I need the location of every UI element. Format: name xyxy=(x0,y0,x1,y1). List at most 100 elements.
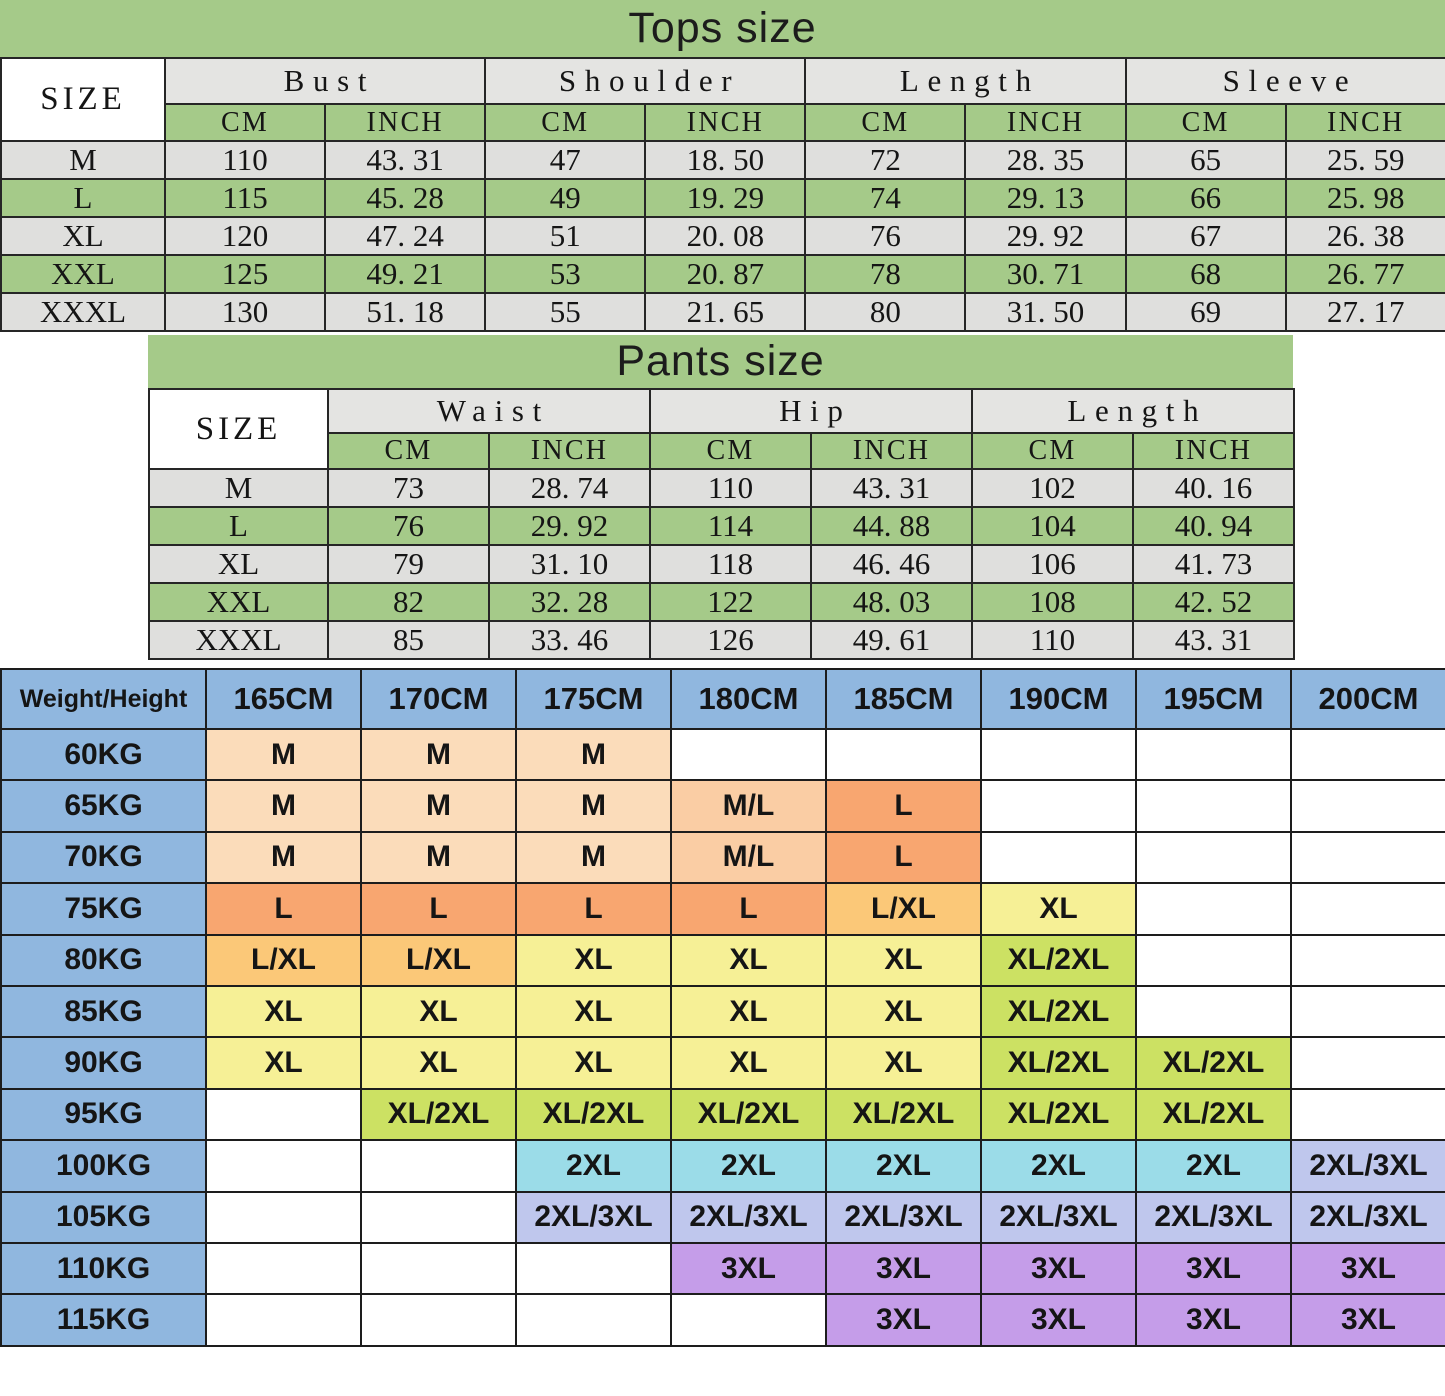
matrix-size-cell: XL xyxy=(980,882,1137,936)
matrix-weight-label: 75KG xyxy=(0,882,207,936)
matrix-size-cell: 3XL xyxy=(980,1241,1137,1296)
matrix-size-cell: XL xyxy=(670,933,827,987)
matrix-size-cell: M xyxy=(515,830,672,885)
pants-value-cell: 118 xyxy=(649,544,812,584)
matrix-empty-cell xyxy=(1290,779,1445,833)
tops-value-cell: 29. 13 xyxy=(964,178,1127,218)
matrix-weight-label: 85KG xyxy=(0,984,207,1039)
tops-value-cell: 29. 92 xyxy=(964,216,1127,256)
pants-unit-header: CM xyxy=(649,432,812,470)
matrix-size-cell: 3XL xyxy=(670,1241,827,1296)
pants-value-cell: 106 xyxy=(971,544,1134,584)
pants-size-table: SIZE Waist Hip Length CM INCH CM INCH CM INCH M 73 2… xyxy=(148,388,1295,660)
matrix-size-cell: L/XL xyxy=(205,933,362,987)
tops-value-cell: 115 xyxy=(163,178,327,218)
matrix-size-cell: L xyxy=(825,779,982,833)
tops-value-cell: 43. 31 xyxy=(324,140,487,180)
pants-value-cell: 76 xyxy=(327,506,490,546)
tops-value-cell: 49. 21 xyxy=(324,254,487,294)
pants-value-cell: 126 xyxy=(649,620,812,660)
matrix-size-cell: 2XL/3XL xyxy=(825,1190,982,1244)
matrix-size-cell: XL/2XL xyxy=(825,1087,982,1142)
matrix-weight-label: 105KG xyxy=(0,1190,207,1244)
matrix-size-cell: XL xyxy=(515,984,672,1039)
matrix-weight-label: 115KG xyxy=(0,1293,207,1347)
tops-unit-header: CM xyxy=(163,103,327,142)
pants-value-cell: 79 xyxy=(327,544,490,584)
matrix-empty-cell xyxy=(1135,727,1292,782)
matrix-empty-cell xyxy=(360,1139,517,1193)
matrix-size-cell: 2XL/3XL xyxy=(670,1190,827,1244)
pants-value-cell: 28. 74 xyxy=(488,468,651,508)
tops-value-cell: 18. 50 xyxy=(644,140,807,180)
tops-row-size-label: L xyxy=(0,178,166,218)
pants-row-size-label: XL xyxy=(148,544,329,584)
matrix-empty-cell xyxy=(1290,1036,1445,1090)
matrix-height-header: 175CM xyxy=(515,668,672,730)
tops-value-cell: 49 xyxy=(484,178,647,218)
tops-data-row: M 110 43. 31 47 18. 50 72 28. 35 65 25. 59 xyxy=(0,140,1445,180)
matrix-empty-cell xyxy=(1135,830,1292,885)
pants-value-cell: 44. 88 xyxy=(810,506,973,546)
tops-value-cell: 51. 18 xyxy=(324,292,487,332)
matrix-size-cell: 2XL/3XL xyxy=(1290,1190,1445,1244)
matrix-size-cell: XL/2XL xyxy=(980,1036,1137,1090)
matrix-size-cell: L/XL xyxy=(825,882,982,936)
pants-value-cell: 46. 46 xyxy=(810,544,973,584)
tops-data-row: XXXL 130 51. 18 55 21. 65 80 31. 50 69 27. 17 xyxy=(0,292,1445,332)
matrix-empty-cell xyxy=(205,1139,362,1193)
matrix-size-cell: M xyxy=(360,727,517,782)
matrix-row: 110KG 3XL 3XL 3XL 3XL 3XL xyxy=(0,1241,1445,1296)
pants-header-row: SIZE Waist Hip Length xyxy=(148,388,1295,470)
matrix-row: 90KG XL XL XL XL XL XL/2XL XL/2XL xyxy=(0,1036,1445,1090)
matrix-empty-cell xyxy=(1135,984,1292,1039)
pants-value-cell: 31. 10 xyxy=(488,544,651,584)
tops-data-row: L 115 45. 28 49 19. 29 74 29. 13 66 25. 98 xyxy=(0,178,1445,218)
pants-value-cell: 108 xyxy=(971,582,1134,622)
tops-size-table: SIZE Bust Shoulder Length Sleeve CM INCH CM INCH… xyxy=(0,57,1445,332)
pants-size-corner: SIZE xyxy=(148,388,329,470)
matrix-empty-cell xyxy=(1135,933,1292,987)
pants-value-cell: 29. 92 xyxy=(488,506,651,546)
pants-col-header-length: Length xyxy=(971,388,1295,434)
pants-size-section: Pants size SIZE Waist Hip Length CM INCH CM INC… xyxy=(148,335,1295,660)
tops-value-cell: 69 xyxy=(1124,292,1287,332)
tops-col-header-bust: Bust xyxy=(163,57,487,105)
pants-value-cell: 104 xyxy=(971,506,1134,546)
pants-value-cell: 122 xyxy=(649,582,812,622)
matrix-empty-cell xyxy=(980,779,1137,833)
tops-value-cell: 19. 29 xyxy=(644,178,807,218)
tops-value-cell: 65 xyxy=(1124,140,1287,180)
tops-unit-header: INCH xyxy=(1284,103,1445,142)
pants-value-cell: 41. 73 xyxy=(1132,544,1295,584)
pants-value-cell: 110 xyxy=(649,468,812,508)
tops-value-cell: 45. 28 xyxy=(324,178,487,218)
tops-value-cell: 120 xyxy=(163,216,327,256)
matrix-empty-cell xyxy=(1290,984,1445,1039)
matrix-size-cell: 3XL xyxy=(1135,1293,1292,1347)
tops-unit-header: INCH xyxy=(644,103,807,142)
pants-row-size-label: XXL xyxy=(148,582,329,622)
tops-row-size-label: XXXL xyxy=(0,292,166,332)
tops-value-cell: 25. 98 xyxy=(1284,178,1445,218)
matrix-empty-cell xyxy=(1290,1087,1445,1142)
pants-value-cell: 85 xyxy=(327,620,490,660)
matrix-height-header: 165CM xyxy=(205,668,362,730)
matrix-size-cell: 3XL xyxy=(1135,1241,1292,1296)
tops-value-cell: 80 xyxy=(804,292,967,332)
matrix-size-cell: 2XL xyxy=(825,1139,982,1193)
pants-value-cell: 40. 16 xyxy=(1132,468,1295,508)
matrix-size-cell: XL xyxy=(825,933,982,987)
matrix-size-cell: 3XL xyxy=(825,1293,982,1347)
tops-unit-header: CM xyxy=(484,103,647,142)
pants-value-cell: 40. 94 xyxy=(1132,506,1295,546)
matrix-size-cell: 2XL xyxy=(980,1139,1137,1193)
tops-value-cell: 55 xyxy=(484,292,647,332)
matrix-size-cell: L xyxy=(670,882,827,936)
pants-value-cell: 43. 31 xyxy=(810,468,973,508)
matrix-size-cell: 3XL xyxy=(1290,1241,1445,1296)
matrix-empty-cell xyxy=(360,1241,517,1296)
matrix-height-header: 190CM xyxy=(980,668,1137,730)
tops-value-cell: 110 xyxy=(163,140,327,180)
matrix-size-cell: XL/2XL xyxy=(1135,1036,1292,1090)
